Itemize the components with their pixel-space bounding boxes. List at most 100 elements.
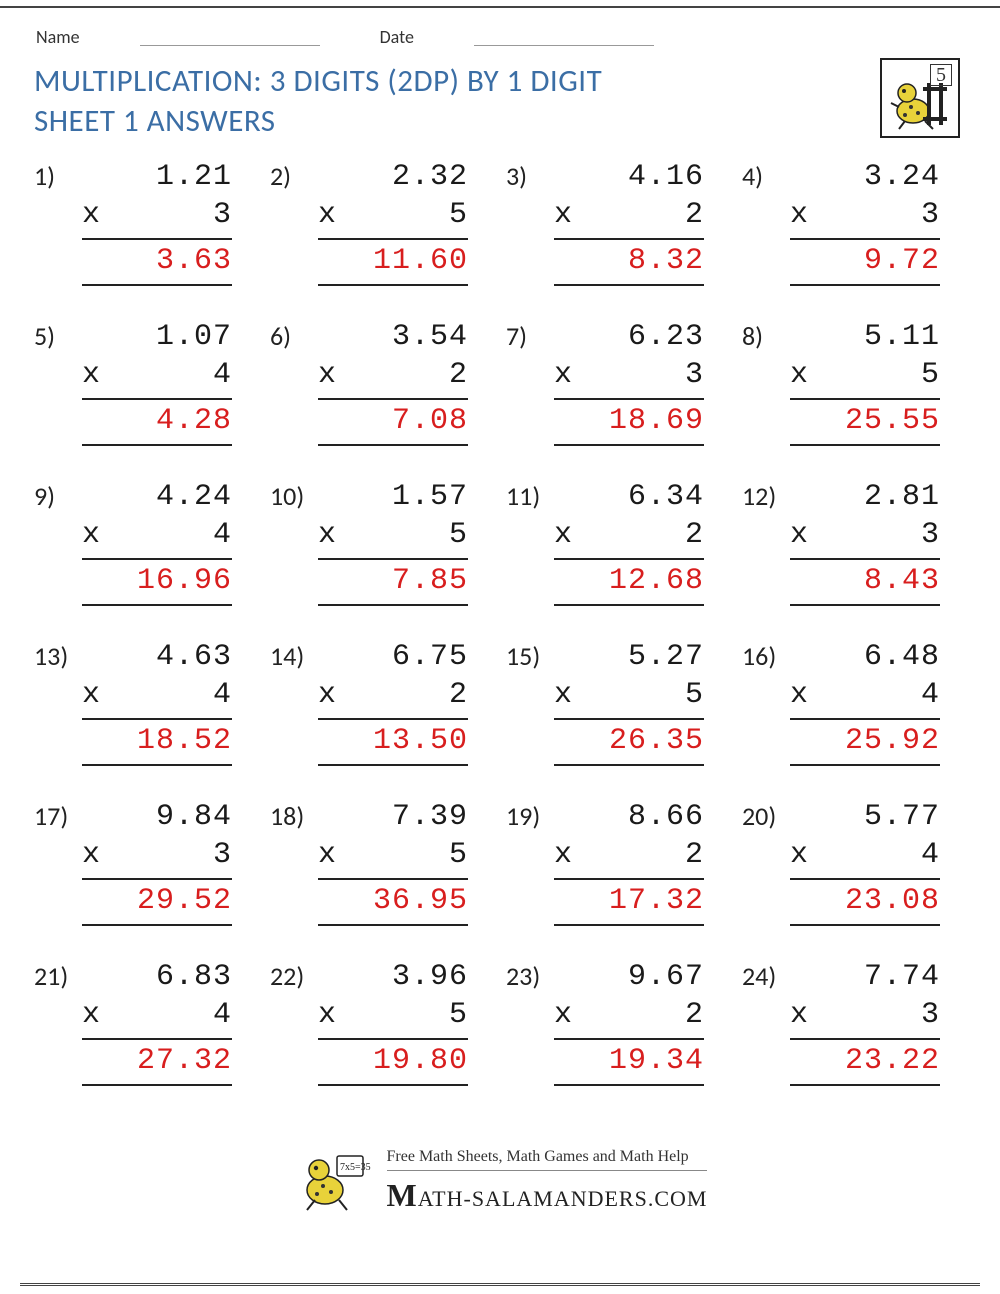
operator: x <box>554 676 582 714</box>
problem-stack: 6.23x318.69 <box>554 318 704 448</box>
operator: x <box>790 356 818 394</box>
operator: x <box>790 836 818 874</box>
operator: x <box>82 836 110 874</box>
multiplier-row: x5 <box>318 996 468 1034</box>
multiplier-row: x4 <box>790 676 940 714</box>
multiplicand: 5.11 <box>818 318 940 356</box>
multiplier: 4 <box>110 676 232 714</box>
multiplier-row: x5 <box>318 196 468 234</box>
multiplier: 4 <box>110 356 232 394</box>
operator: x <box>82 196 110 234</box>
operator: x <box>82 996 110 1034</box>
problem-stack: 7.39x536.95 <box>318 798 468 928</box>
problem-number: 18) <box>270 798 318 832</box>
problem-stack: 1.21x33.63 <box>82 158 232 288</box>
rule-line <box>554 924 704 926</box>
operator: x <box>318 996 346 1034</box>
rule-line <box>554 284 704 286</box>
operator: x <box>554 196 582 234</box>
name-label: Name <box>36 26 80 48</box>
multiplicand-row: 9.84 <box>82 798 232 836</box>
rule-line <box>554 604 704 606</box>
multiplicand: 9.67 <box>582 958 704 996</box>
multiplicand: 3.96 <box>346 958 468 996</box>
operator: x <box>82 516 110 554</box>
footer-site: MATH-SALAMANDERS.COM <box>387 1177 708 1214</box>
problem: 14)6.75x213.50 <box>270 638 494 768</box>
operator: x <box>318 516 346 554</box>
rule-line <box>82 604 232 606</box>
answer: 11.60 <box>318 242 468 280</box>
multiplier: 2 <box>346 676 468 714</box>
problem: 8)5.11x525.55 <box>742 318 966 448</box>
problem-stack: 9.67x219.34 <box>554 958 704 1088</box>
rule-line <box>554 238 704 240</box>
multiplicand-row: 5.11 <box>790 318 940 356</box>
answer: 7.08 <box>318 402 468 440</box>
answer: 19.34 <box>554 1042 704 1080</box>
header: MULTIPLICATION: 3 DIGITS (2DP) BY 1 DIGI… <box>34 58 966 158</box>
problem-stack: 4.63x418.52 <box>82 638 232 768</box>
title-line-2: SHEET 1 ANSWERS <box>34 102 602 140</box>
rule-line <box>790 764 940 766</box>
rule-line <box>554 1084 704 1086</box>
multiplier: 2 <box>582 836 704 874</box>
answer: 18.52 <box>82 722 232 760</box>
problem: 12)2.81x38.43 <box>742 478 966 608</box>
rule-line <box>790 284 940 286</box>
problem-number: 22) <box>270 958 318 992</box>
footer-site-prefix: M <box>387 1177 418 1213</box>
multiplicand: 3.54 <box>346 318 468 356</box>
problem: 18)7.39x536.95 <box>270 798 494 928</box>
problem-number: 11) <box>506 478 554 512</box>
operator: x <box>318 356 346 394</box>
multiplier: 4 <box>818 836 940 874</box>
problem-number: 17) <box>34 798 82 832</box>
multiplicand: 7.39 <box>346 798 468 836</box>
operator: x <box>82 356 110 394</box>
problem: 7)6.23x318.69 <box>506 318 730 448</box>
answer: 23.22 <box>790 1042 940 1080</box>
problem-number: 8) <box>742 318 790 352</box>
multiplicand: 3.24 <box>818 158 940 196</box>
problem-number: 20) <box>742 798 790 832</box>
multiplier: 2 <box>346 356 468 394</box>
multiplicand-row: 1.21 <box>82 158 232 196</box>
multiplier-row: x3 <box>554 356 704 394</box>
problem-number: 14) <box>270 638 318 672</box>
multiplier-row: x3 <box>790 996 940 1034</box>
multiplicand: 9.84 <box>110 798 232 836</box>
problem-number: 21) <box>34 958 82 992</box>
problem-stack: 7.74x323.22 <box>790 958 940 1088</box>
multiplicand-row: 1.57 <box>318 478 468 516</box>
problem-stack: 3.54x2 7.08 <box>318 318 468 448</box>
footer-site-name: ATH-SALAMANDERS.COM <box>418 1186 708 1211</box>
rule-line <box>554 558 704 560</box>
multiplicand: 4.63 <box>110 638 232 676</box>
answer: 9.72 <box>790 242 940 280</box>
multiplier: 4 <box>818 676 940 714</box>
multiplier-row: x4 <box>82 356 232 394</box>
problem-stack: 5.27x526.35 <box>554 638 704 768</box>
problem-number: 16) <box>742 638 790 672</box>
problem: 5)1.07x44.28 <box>34 318 258 448</box>
multiplicand-row: 3.54 <box>318 318 468 356</box>
problem-stack: 2.81x38.43 <box>790 478 940 608</box>
operator: x <box>790 676 818 714</box>
answer: 26.35 <box>554 722 704 760</box>
problem-number: 24) <box>742 958 790 992</box>
rule-line <box>318 444 468 446</box>
rule-line <box>82 924 232 926</box>
multiplier-row: x4 <box>82 516 232 554</box>
date-label: Date <box>380 26 414 48</box>
multiplier-row: x2 <box>554 836 704 874</box>
problem-number: 5) <box>34 318 82 352</box>
multiplier: 5 <box>582 676 704 714</box>
svg-text:7x5=35: 7x5=35 <box>340 1162 371 1173</box>
multiplicand-row: 6.34 <box>554 478 704 516</box>
multiplicand-row: 3.96 <box>318 958 468 996</box>
footer-text: Free Math Sheets, Math Games and Math He… <box>387 1148 708 1214</box>
problem-stack: 6.83x427.32 <box>82 958 232 1088</box>
answer: 4.28 <box>82 402 232 440</box>
rule-line <box>318 1084 468 1086</box>
